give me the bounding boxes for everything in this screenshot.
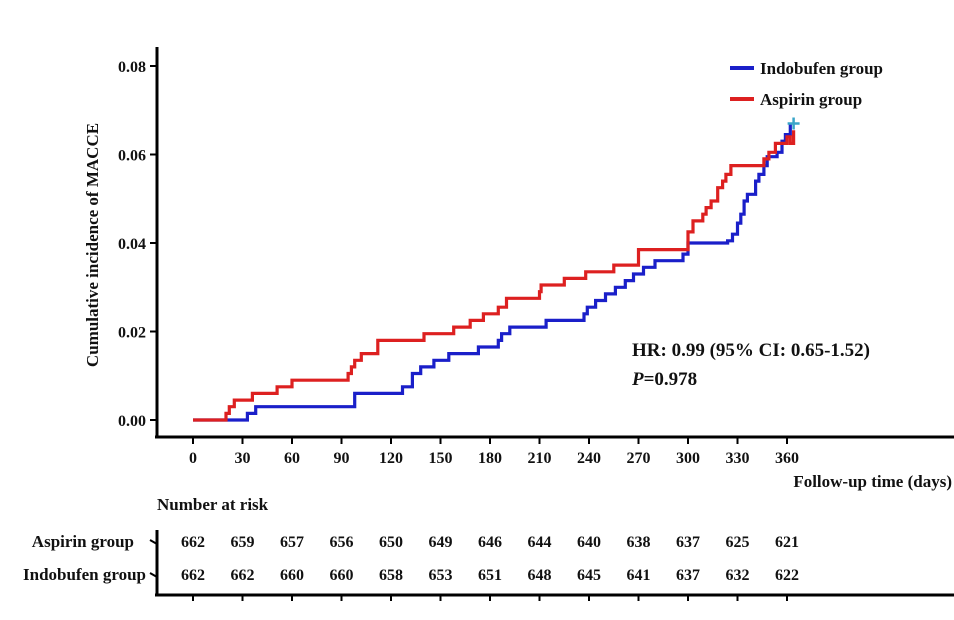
y-ticks: 0.00 0.02 0.04 0.06 0.08 <box>118 59 157 430</box>
x-tick-label: 360 <box>775 450 799 467</box>
risk-cell: 657 <box>280 534 304 551</box>
risk-table-title: Number at risk <box>157 495 269 514</box>
series-line-indobufen-group <box>193 123 792 422</box>
risk-cell: 637 <box>676 534 700 551</box>
risk-row-tick <box>149 572 158 578</box>
x-ticks: 0 30 60 90 120 150 180 210 240 270 300 330 360 <box>189 437 799 467</box>
risk-cell: 659 <box>231 534 255 551</box>
x-tick-label: 120 <box>379 450 403 467</box>
risk-cell: 648 <box>528 567 552 584</box>
risk-cell: 644 <box>528 534 552 551</box>
x-tick-label: 240 <box>577 450 601 467</box>
risk-cell: 622 <box>775 567 799 584</box>
x-axis-title: Follow-up time (days) <box>793 472 952 491</box>
risk-cells: 662 659 657 656 650 649 646 644 640 638 637 625 621 6… <box>149 534 799 601</box>
x-tick-label: 270 <box>627 450 651 467</box>
risk-cell: 662 <box>231 567 255 584</box>
x-tick-label: 60 <box>284 450 300 467</box>
x-tick-label: 210 <box>528 450 552 467</box>
risk-cell: 645 <box>577 567 601 584</box>
risk-cell: 641 <box>627 567 651 584</box>
risk-cell: 637 <box>676 567 700 584</box>
x-tick-label: 150 <box>429 450 453 467</box>
risk-cell: 650 <box>379 534 403 551</box>
x-tick-label: 90 <box>334 450 350 467</box>
risk-cell: 660 <box>280 567 304 584</box>
risk-cell: 640 <box>577 534 601 551</box>
x-tick-label: 0 <box>189 450 197 467</box>
series-layer <box>193 117 800 422</box>
y-tick-label: 0.06 <box>118 148 146 165</box>
y-axis-title: Cumulative incidence of MACCE <box>83 123 102 367</box>
risk-row-label-indobufen: Indobufen group <box>23 565 146 584</box>
censor-mark <box>787 117 800 130</box>
series-line-aspirin-group <box>193 130 796 422</box>
y-tick-label: 0.00 <box>118 413 146 430</box>
legend-label-aspirin: Aspirin group <box>760 90 862 109</box>
p-value-text: P=0.978 <box>631 369 697 390</box>
y-tick-label: 0.08 <box>118 59 146 76</box>
risk-cell: 625 <box>726 534 750 551</box>
risk-cell: 660 <box>330 567 354 584</box>
risk-cell: 649 <box>429 534 453 551</box>
risk-cell: 658 <box>379 567 403 584</box>
risk-cell: 638 <box>627 534 651 551</box>
x-tick-label: 330 <box>726 450 750 467</box>
x-tick-label: 180 <box>478 450 502 467</box>
risk-cell: 656 <box>330 534 354 551</box>
risk-row-label-aspirin: Aspirin group <box>32 532 134 551</box>
risk-row-tick <box>149 539 158 545</box>
x-tick-label: 30 <box>235 450 251 467</box>
hazard-ratio-text: HR: 0.99 (95% CI: 0.65-1.52) <box>632 340 870 361</box>
risk-cell: 646 <box>478 534 502 551</box>
x-tick-label: 300 <box>676 450 700 467</box>
risk-cell: 662 <box>181 534 205 551</box>
p-value: =0.978 <box>644 369 698 390</box>
risk-cell: 632 <box>726 567 750 584</box>
risk-cell: 621 <box>775 534 799 551</box>
legend: Indobufen group Aspirin group <box>730 59 883 109</box>
y-tick-label: 0.02 <box>118 325 146 342</box>
risk-cell: 653 <box>429 567 453 584</box>
risk-cell: 662 <box>181 567 205 584</box>
p-label: P <box>631 369 644 390</box>
y-tick-label: 0.04 <box>118 236 146 253</box>
risk-cell: 651 <box>478 567 502 584</box>
legend-label-indobufen: Indobufen group <box>760 59 883 78</box>
